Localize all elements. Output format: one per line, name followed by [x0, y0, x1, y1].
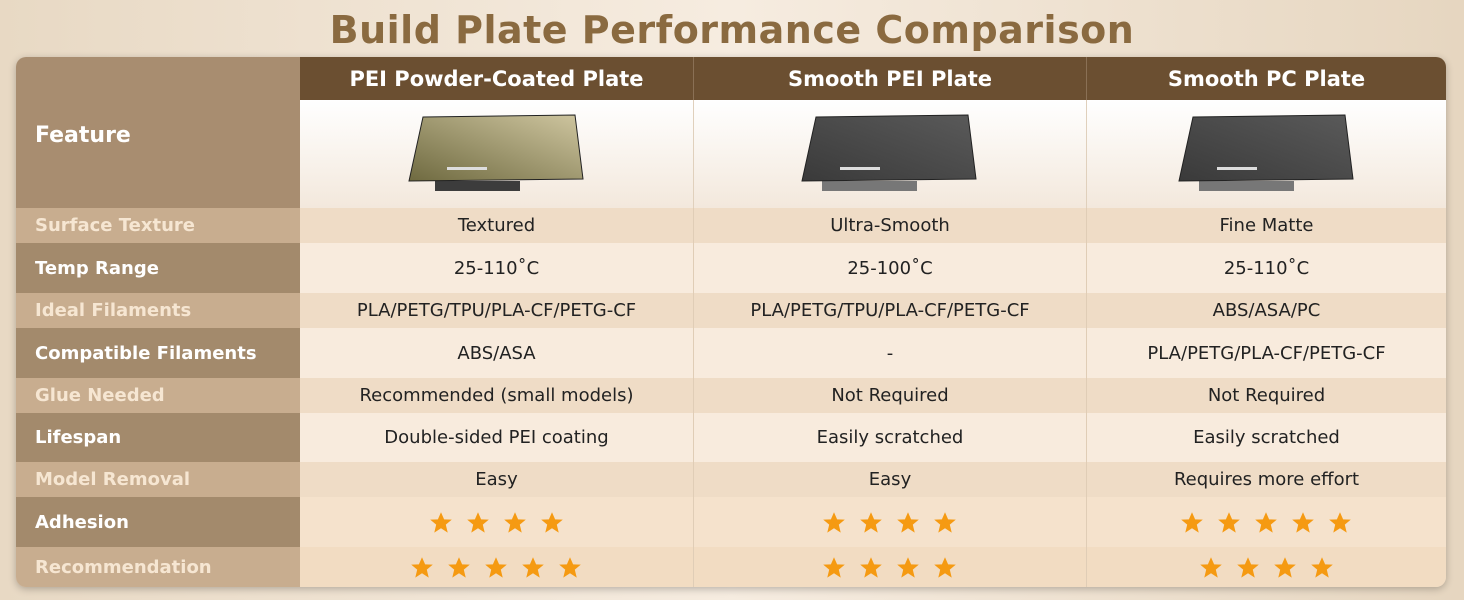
- cell: Ultra-Smooth: [693, 208, 1086, 243]
- cell: Easy: [300, 462, 693, 497]
- rating-cell: [693, 547, 1086, 587]
- cell: PLA/PETG/PLA-CF/PETG-CF: [1086, 328, 1446, 378]
- cell: PLA/PETG/TPU/PLA-CF/PETG-CF: [693, 293, 1086, 328]
- star: [934, 512, 956, 533]
- plate-image: [1086, 100, 1446, 208]
- plate-icon: [407, 114, 584, 191]
- cell: ABS/ASA/PC: [1086, 293, 1446, 328]
- title: Build Plate Performance Comparison: [329, 8, 1135, 52]
- cell: Fine Matte: [1086, 208, 1446, 243]
- comparison-table: Feature PEI Powder-Coated Plate Smooth PEI…: [16, 57, 1446, 587]
- rating-cell: [693, 497, 1086, 547]
- cell: Not Required: [1086, 378, 1446, 413]
- rating-cell: [1086, 547, 1446, 587]
- row-label: Compatible Filaments: [16, 328, 300, 378]
- star: [411, 557, 433, 578]
- cell: 25-100˚C: [693, 243, 1086, 293]
- plate-icon: [1177, 114, 1354, 191]
- plate-image: [693, 100, 1086, 208]
- star: [1273, 557, 1296, 578]
- star: [1255, 512, 1277, 533]
- cell: 25-110˚C: [300, 243, 693, 293]
- cell: Not Required: [693, 378, 1086, 413]
- star: [1329, 512, 1351, 533]
- rating-cell: [1086, 497, 1446, 547]
- star: [897, 512, 919, 533]
- star: [860, 512, 882, 533]
- star: [559, 557, 581, 578]
- stars: [429, 512, 563, 533]
- row-label: Temp Range: [16, 243, 300, 293]
- rating-cell: [300, 547, 693, 587]
- star: [448, 557, 470, 578]
- stars: [823, 512, 956, 533]
- star: [1292, 512, 1314, 533]
- stars: [411, 557, 581, 578]
- star: [934, 557, 956, 578]
- stars: [1199, 557, 1333, 578]
- row-label: Glue Needed: [16, 378, 300, 413]
- cell: Double-sided PEI coating: [300, 413, 693, 462]
- column-header: Smooth PEI Plate: [693, 57, 1086, 100]
- cell: ABS/ASA: [300, 328, 693, 378]
- star: [540, 512, 563, 533]
- stars: [823, 557, 956, 578]
- cell: Easily scratched: [693, 413, 1086, 462]
- star: [1310, 557, 1333, 578]
- feature-header: Feature: [16, 57, 300, 208]
- cell: -: [693, 328, 1086, 378]
- star: [860, 557, 882, 578]
- column-header: PEI Powder-Coated Plate: [300, 57, 693, 100]
- row-label: Adhesion: [16, 497, 300, 547]
- row-label: Lifespan: [16, 413, 300, 462]
- row-label: Model Removal: [16, 462, 300, 497]
- star: [823, 557, 845, 578]
- cell: Recommended (small models): [300, 378, 693, 413]
- star: [522, 557, 544, 578]
- star: [1199, 557, 1222, 578]
- plate-image: [300, 100, 693, 208]
- cell: PLA/PETG/TPU/PLA-CF/PETG-CF: [300, 293, 693, 328]
- star: [897, 557, 919, 578]
- star: [503, 512, 526, 533]
- cell: 25-110˚C: [1086, 243, 1446, 293]
- star: [1181, 512, 1203, 533]
- cell: Requires more effort: [1086, 462, 1446, 497]
- row-label: Ideal Filaments: [16, 293, 300, 328]
- star: [823, 512, 845, 533]
- star: [1236, 557, 1259, 578]
- row-label: Surface Texture: [16, 208, 300, 243]
- row-label: Recommendation: [16, 547, 300, 587]
- star: [1218, 512, 1240, 533]
- cell: Easily scratched: [1086, 413, 1446, 462]
- cell: Easy: [693, 462, 1086, 497]
- star: [466, 512, 489, 533]
- cell: Textured: [300, 208, 693, 243]
- star: [429, 512, 452, 533]
- star: [485, 557, 507, 578]
- plate-icon: [801, 114, 977, 191]
- rating-cell: [300, 497, 693, 547]
- stars: [1181, 512, 1351, 533]
- column-header: Smooth PC Plate: [1086, 57, 1446, 100]
